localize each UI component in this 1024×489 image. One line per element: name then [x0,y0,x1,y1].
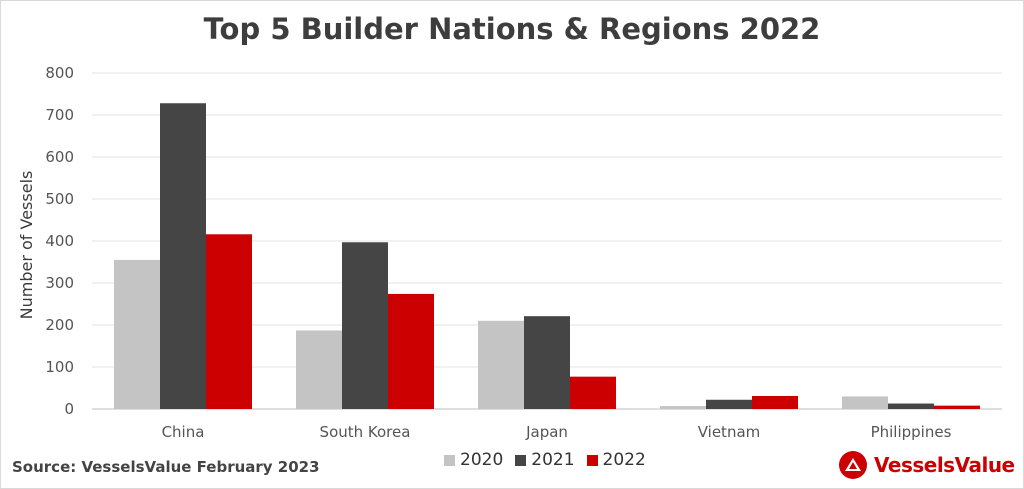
y-axis-label: Number of Vessels [17,171,36,320]
legend-item-2021: 2021 [515,450,575,470]
bar-2022-japan [570,376,616,409]
source-note: Source: VesselsValue February 2023 [12,458,320,476]
y-tick-label: 800 [45,64,74,82]
x-tick-label: South Korea [320,423,411,441]
brand-logo: VesselsValue [838,450,1015,480]
y-tick-label: 400 [45,232,74,250]
bar-2020-japan [478,320,524,409]
legend-label-2020: 2020 [460,450,504,470]
y-axis-ticks: 0 100 200 300 400 500 600 700 800 [45,64,74,418]
brand-name: VesselsValue [874,453,1015,477]
legend-swatch-2020 [444,454,455,466]
bar-2021-south-korea [342,242,388,409]
x-tick-label: China [162,423,205,441]
vesselsvalue-logo-icon [839,451,867,479]
bar-2021-vietnam [706,399,752,409]
bar-2020-vietnam [660,406,706,409]
legend-label-2022: 2022 [602,450,646,470]
y-tick-label: 700 [45,106,74,124]
y-tick-label: 600 [45,148,74,166]
legend-swatch-2021 [515,454,527,466]
legend-label-2021: 2021 [531,450,575,470]
bar-2022-philippines [934,405,980,409]
bar-2022-china [206,234,252,409]
x-tick-label: Philippines [871,423,952,441]
bars-group [114,103,980,410]
y-tick-label: 100 [45,358,74,376]
legend: 2020 2021 2022 [444,450,658,470]
legend-item-2022: 2022 [586,450,646,470]
x-tick-label: Japan [525,423,568,441]
bar-2020-philippines [842,396,888,409]
bar-2022-south-korea [388,293,434,409]
x-axis-ticks: China South Korea Japan Vietnam Philippines [162,423,952,441]
bar-2022-vietnam [752,395,798,409]
y-tick-label: 0 [64,400,74,418]
bar-2021-japan [524,316,570,409]
bar-2020-china [114,259,160,409]
x-tick-label: Vietnam [698,423,761,441]
legend-item-2020: 2020 [444,450,503,470]
bar-2020-south-korea [296,330,342,409]
bar-2021-philippines [888,403,934,409]
y-tick-label: 300 [45,274,74,292]
legend-swatch-2022 [586,454,598,466]
y-tick-label: 200 [45,316,74,334]
y-tick-label: 500 [45,190,74,208]
bar-2021-china [160,103,206,410]
chart-title: Top 5 Builder Nations & Regions 2022 [203,12,821,46]
